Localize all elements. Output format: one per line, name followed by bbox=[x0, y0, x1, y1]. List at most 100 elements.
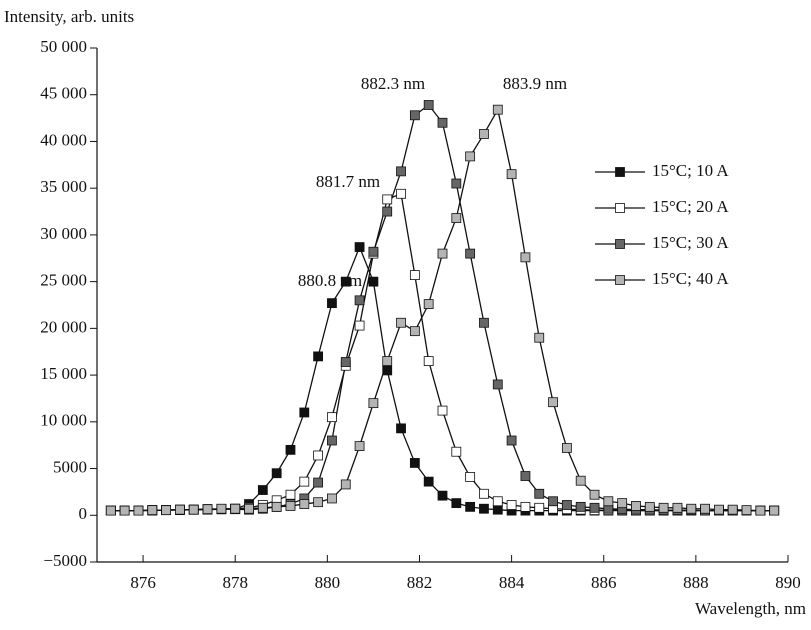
marker bbox=[257, 502, 268, 513]
y-tick-label: 25 000 bbox=[40, 271, 87, 290]
marker bbox=[465, 472, 476, 482]
marker bbox=[575, 475, 586, 486]
marker bbox=[313, 497, 324, 508]
marker bbox=[548, 496, 558, 507]
y-tick-label: 20 000 bbox=[40, 317, 87, 336]
annotation: 882.3 nm bbox=[361, 74, 425, 93]
marker bbox=[631, 501, 641, 511]
marker bbox=[492, 379, 503, 390]
marker bbox=[769, 505, 780, 516]
marker bbox=[561, 443, 572, 453]
marker bbox=[147, 505, 158, 516]
marker bbox=[548, 397, 558, 408]
x-tick-label: 882 bbox=[407, 573, 433, 592]
marker bbox=[423, 100, 434, 110]
marker bbox=[520, 501, 531, 512]
y-tick-label: −5000 bbox=[43, 551, 87, 570]
x-tick-label: 890 bbox=[775, 573, 801, 592]
y-tick-label: 0 bbox=[79, 504, 88, 523]
annotation: 883.9 nm bbox=[503, 74, 567, 93]
marker bbox=[340, 479, 351, 490]
marker bbox=[354, 320, 365, 331]
marker bbox=[244, 503, 254, 514]
marker bbox=[423, 356, 434, 366]
marker bbox=[741, 505, 752, 516]
marker bbox=[354, 295, 365, 306]
marker bbox=[299, 499, 310, 509]
marker bbox=[520, 252, 531, 263]
marker bbox=[340, 276, 351, 287]
marker bbox=[492, 104, 503, 115]
marker bbox=[727, 504, 738, 515]
marker bbox=[396, 423, 406, 434]
marker bbox=[313, 477, 324, 488]
marker bbox=[382, 356, 393, 366]
marker bbox=[409, 270, 420, 280]
marker bbox=[327, 298, 337, 309]
marker bbox=[492, 504, 503, 515]
marker bbox=[327, 412, 337, 423]
legend-label: 15°C; 10 A bbox=[652, 161, 729, 180]
marker bbox=[161, 505, 172, 516]
marker bbox=[409, 458, 420, 468]
marker bbox=[465, 501, 476, 512]
y-tick-label: 30 000 bbox=[40, 224, 87, 243]
marker bbox=[271, 501, 282, 512]
marker bbox=[700, 503, 710, 514]
marker bbox=[327, 493, 337, 504]
marker bbox=[506, 500, 517, 510]
annotation: 881.7 nm bbox=[316, 172, 380, 191]
marker bbox=[589, 489, 600, 500]
marker bbox=[617, 498, 628, 509]
marker bbox=[755, 505, 766, 516]
marker bbox=[451, 498, 462, 509]
marker bbox=[451, 213, 462, 223]
marker bbox=[437, 248, 448, 259]
y-tick-label: 35 000 bbox=[40, 177, 87, 196]
marker bbox=[644, 501, 655, 512]
x-tick-label: 884 bbox=[499, 573, 525, 592]
legend-marker bbox=[615, 203, 625, 213]
marker bbox=[686, 503, 697, 514]
legend-label: 15°C; 20 A bbox=[652, 197, 729, 216]
marker bbox=[534, 332, 545, 343]
marker bbox=[465, 151, 476, 162]
annotation: 880.8 nm bbox=[298, 271, 362, 290]
marker bbox=[327, 435, 337, 446]
marker bbox=[575, 501, 586, 512]
marker bbox=[105, 505, 116, 516]
x-tick-label: 876 bbox=[130, 573, 156, 592]
marker bbox=[492, 496, 503, 507]
marker bbox=[561, 500, 572, 510]
x-tick-label: 886 bbox=[591, 573, 617, 592]
legend-marker bbox=[615, 275, 625, 285]
y-axis-label: Intensity, arb. units bbox=[4, 7, 134, 26]
legend-label: 15°C; 30 A bbox=[652, 233, 729, 252]
marker bbox=[396, 317, 406, 328]
marker bbox=[382, 365, 393, 376]
marker bbox=[479, 488, 489, 499]
marker bbox=[188, 504, 199, 515]
x-tick-label: 880 bbox=[315, 573, 341, 592]
marker bbox=[534, 488, 545, 499]
marker bbox=[133, 505, 144, 516]
marker bbox=[451, 446, 462, 457]
x-tick-label: 878 bbox=[222, 573, 248, 592]
y-tick-label: 45 000 bbox=[40, 84, 87, 103]
x-axis-label: Wavelength, nm bbox=[695, 599, 806, 618]
marker bbox=[409, 110, 420, 121]
y-tick-label: 50 000 bbox=[40, 37, 87, 56]
legend-marker bbox=[615, 239, 625, 249]
marker bbox=[437, 490, 448, 501]
marker bbox=[368, 276, 379, 287]
marker bbox=[506, 435, 517, 446]
marker bbox=[271, 468, 282, 479]
marker bbox=[396, 166, 406, 177]
marker bbox=[437, 405, 448, 416]
marker bbox=[175, 504, 185, 515]
marker bbox=[451, 178, 462, 189]
marker bbox=[313, 351, 324, 362]
marker bbox=[589, 502, 600, 513]
marker bbox=[479, 503, 489, 514]
